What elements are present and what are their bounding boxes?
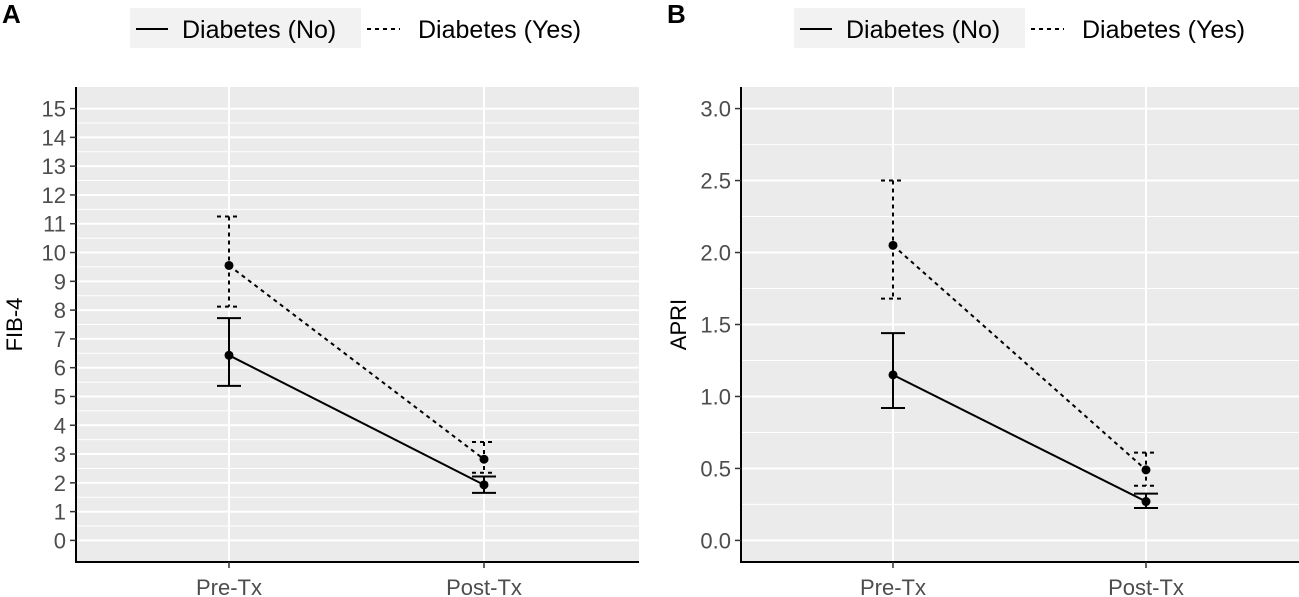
series-diabetes-yes [217, 215, 496, 474]
y-tick-label: 1.5 [700, 313, 731, 338]
x-tick-label: Post-Tx [446, 575, 522, 597]
data-point [224, 260, 234, 270]
y-tick-label: 3.0 [700, 97, 731, 122]
series-diabetes-no [217, 317, 496, 494]
y-tick-label: 12 [42, 183, 66, 208]
y-tick-label: 15 [42, 97, 66, 122]
y-tick-label: 2.0 [700, 241, 731, 266]
y-tick-label: 1.0 [700, 384, 731, 409]
legend-label-diabetes-yes: Diabetes (Yes) [418, 16, 581, 44]
y-tick-label: 9 [54, 269, 66, 294]
y-tick-label: 0 [54, 528, 66, 553]
y-tick-label: 10 [42, 241, 66, 266]
y-tick-label: 0.0 [700, 528, 731, 553]
series-line [892, 244, 1147, 471]
y-tick-label: 8 [54, 298, 66, 323]
y-tick-label: 3 [54, 442, 66, 467]
data-point [1141, 465, 1151, 475]
data-point [888, 370, 898, 380]
y-axis-title: FIB-4 [2, 298, 27, 352]
y-tick-label: 4 [54, 413, 66, 438]
data-point [1141, 497, 1151, 507]
y-tick-label: 5 [54, 384, 66, 409]
y-tick-label: 2 [54, 471, 66, 496]
y-axis-title: APRI [666, 299, 691, 350]
legend-label-diabetes-no: Diabetes (No) [846, 16, 1000, 44]
data-point [224, 350, 234, 360]
y-tick-label: 13 [42, 154, 66, 179]
y-tick-label: 7 [54, 327, 66, 352]
series-line [892, 373, 1147, 503]
x-tick-label: Post-Tx [1108, 575, 1184, 597]
x-tick-label: Pre-Tx [860, 575, 926, 597]
y-tick-label: 11 [43, 212, 66, 237]
y-tick-label: 6 [54, 356, 66, 381]
legend-key-background [130, 8, 361, 48]
data-point [479, 480, 489, 490]
panel-label: B [667, 0, 686, 29]
series-diabetes-yes [881, 179, 1158, 487]
y-tick-label: 2.5 [700, 169, 731, 194]
x-tick-label: Pre-Tx [196, 575, 262, 597]
y-tick-label: 1 [54, 500, 66, 525]
panel-b: 0.0 0.5 1.0 1.5 2.0 2.5 3.0 Pre-Tx Post-Tx APRI B D… [666, 0, 1299, 597]
legend-label-diabetes-no: Diabetes (No) [182, 16, 336, 44]
panel-label: A [2, 0, 21, 29]
legend-label-diabetes-yes: Diabetes (Yes) [1082, 16, 1245, 44]
data-point [479, 454, 489, 464]
series-diabetes-no [881, 332, 1158, 510]
y-tick-label: 0.5 [700, 456, 731, 481]
legend: Diabetes (No) Diabetes (Yes) [794, 8, 1245, 48]
data-point [888, 240, 898, 250]
y-tick-label: 14 [42, 125, 66, 150]
series-line [228, 354, 485, 486]
legend-key-background [794, 8, 1025, 48]
series-line [228, 264, 485, 461]
legend: Diabetes (No) Diabetes (Yes) [130, 8, 581, 48]
